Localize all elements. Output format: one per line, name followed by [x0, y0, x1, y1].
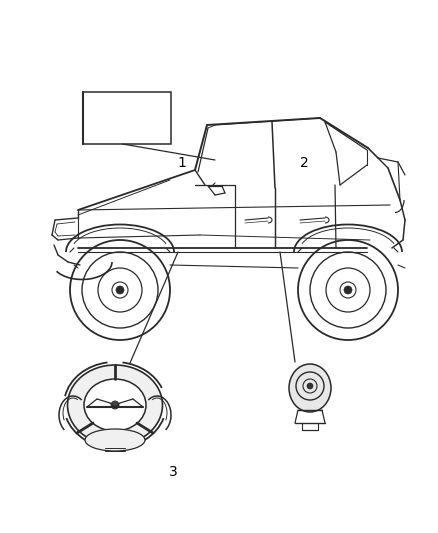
Ellipse shape	[84, 379, 146, 431]
Bar	[83, 92, 171, 144]
Ellipse shape	[85, 429, 145, 451]
Circle shape	[344, 286, 352, 294]
Circle shape	[116, 286, 124, 294]
Circle shape	[111, 401, 119, 409]
Text: 2: 2	[300, 156, 309, 169]
Text: 3: 3	[169, 465, 177, 479]
Text: 1: 1	[177, 156, 186, 169]
Ellipse shape	[67, 365, 162, 445]
Circle shape	[307, 383, 313, 389]
Ellipse shape	[289, 364, 331, 412]
